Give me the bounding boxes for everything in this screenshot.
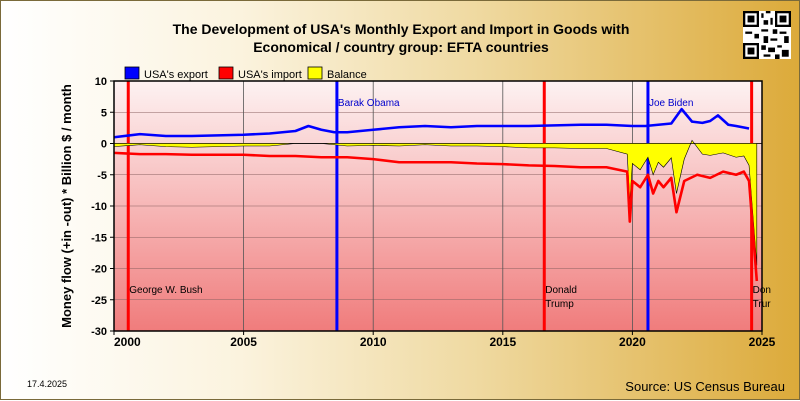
x-tick-label: 2010: [360, 335, 387, 349]
event-label-3: Joe Biden: [649, 98, 693, 109]
y-tick-label: 0: [101, 139, 107, 151]
grid: [114, 81, 762, 331]
legend-swatch-2: [307, 66, 323, 80]
x-tick-label: 2020: [619, 335, 646, 349]
event-label-1: Barak Obama: [338, 98, 400, 109]
chart-title-line-2: Economical / country group: EFTA countri…: [253, 39, 549, 55]
date-stamp: 17.4.2025: [27, 379, 68, 389]
y-tick-label: -30: [91, 326, 107, 338]
y-tick-label: -5: [97, 170, 107, 182]
legend-label-1: USA's import: [238, 69, 302, 81]
series-line-usa-s-export: [114, 107, 750, 139]
x-tick-label: 2005: [230, 335, 257, 349]
y-tick-label: 10: [95, 76, 107, 88]
legend-swatch-0: [124, 66, 140, 80]
legend-label-0: USA's export: [144, 69, 208, 81]
y-axis-label: Money flow (+in -out) * Billion $ / mont…: [59, 84, 74, 328]
source-label: Source: US Census Bureau: [625, 379, 785, 394]
y-tick-label: -15: [91, 232, 107, 244]
legend: USA's export USA's import Balance: [124, 66, 367, 81]
x-tick-label: 2015: [489, 335, 516, 349]
x-tick-label: 2025: [749, 335, 776, 349]
qr-code-icon: [743, 11, 791, 59]
legend-swatch-1: [218, 66, 234, 80]
event-label-2: Donald Trump: [545, 285, 577, 310]
event-label-0: George W. Bush: [129, 285, 202, 296]
y-tick-label: 5: [101, 107, 107, 119]
y-tick-label: -25: [91, 295, 107, 307]
legend-label-2: Balance: [327, 69, 367, 81]
chart-title-line-1: The Development of USA's Monthly Export …: [172, 21, 630, 37]
series-balance-area: [114, 139, 758, 266]
y-tick-label: -20: [91, 264, 107, 276]
y-tick-label: -10: [91, 201, 107, 213]
x-tick-label: 2000: [114, 335, 141, 349]
series-line-usa-s-import: [114, 151, 759, 282]
